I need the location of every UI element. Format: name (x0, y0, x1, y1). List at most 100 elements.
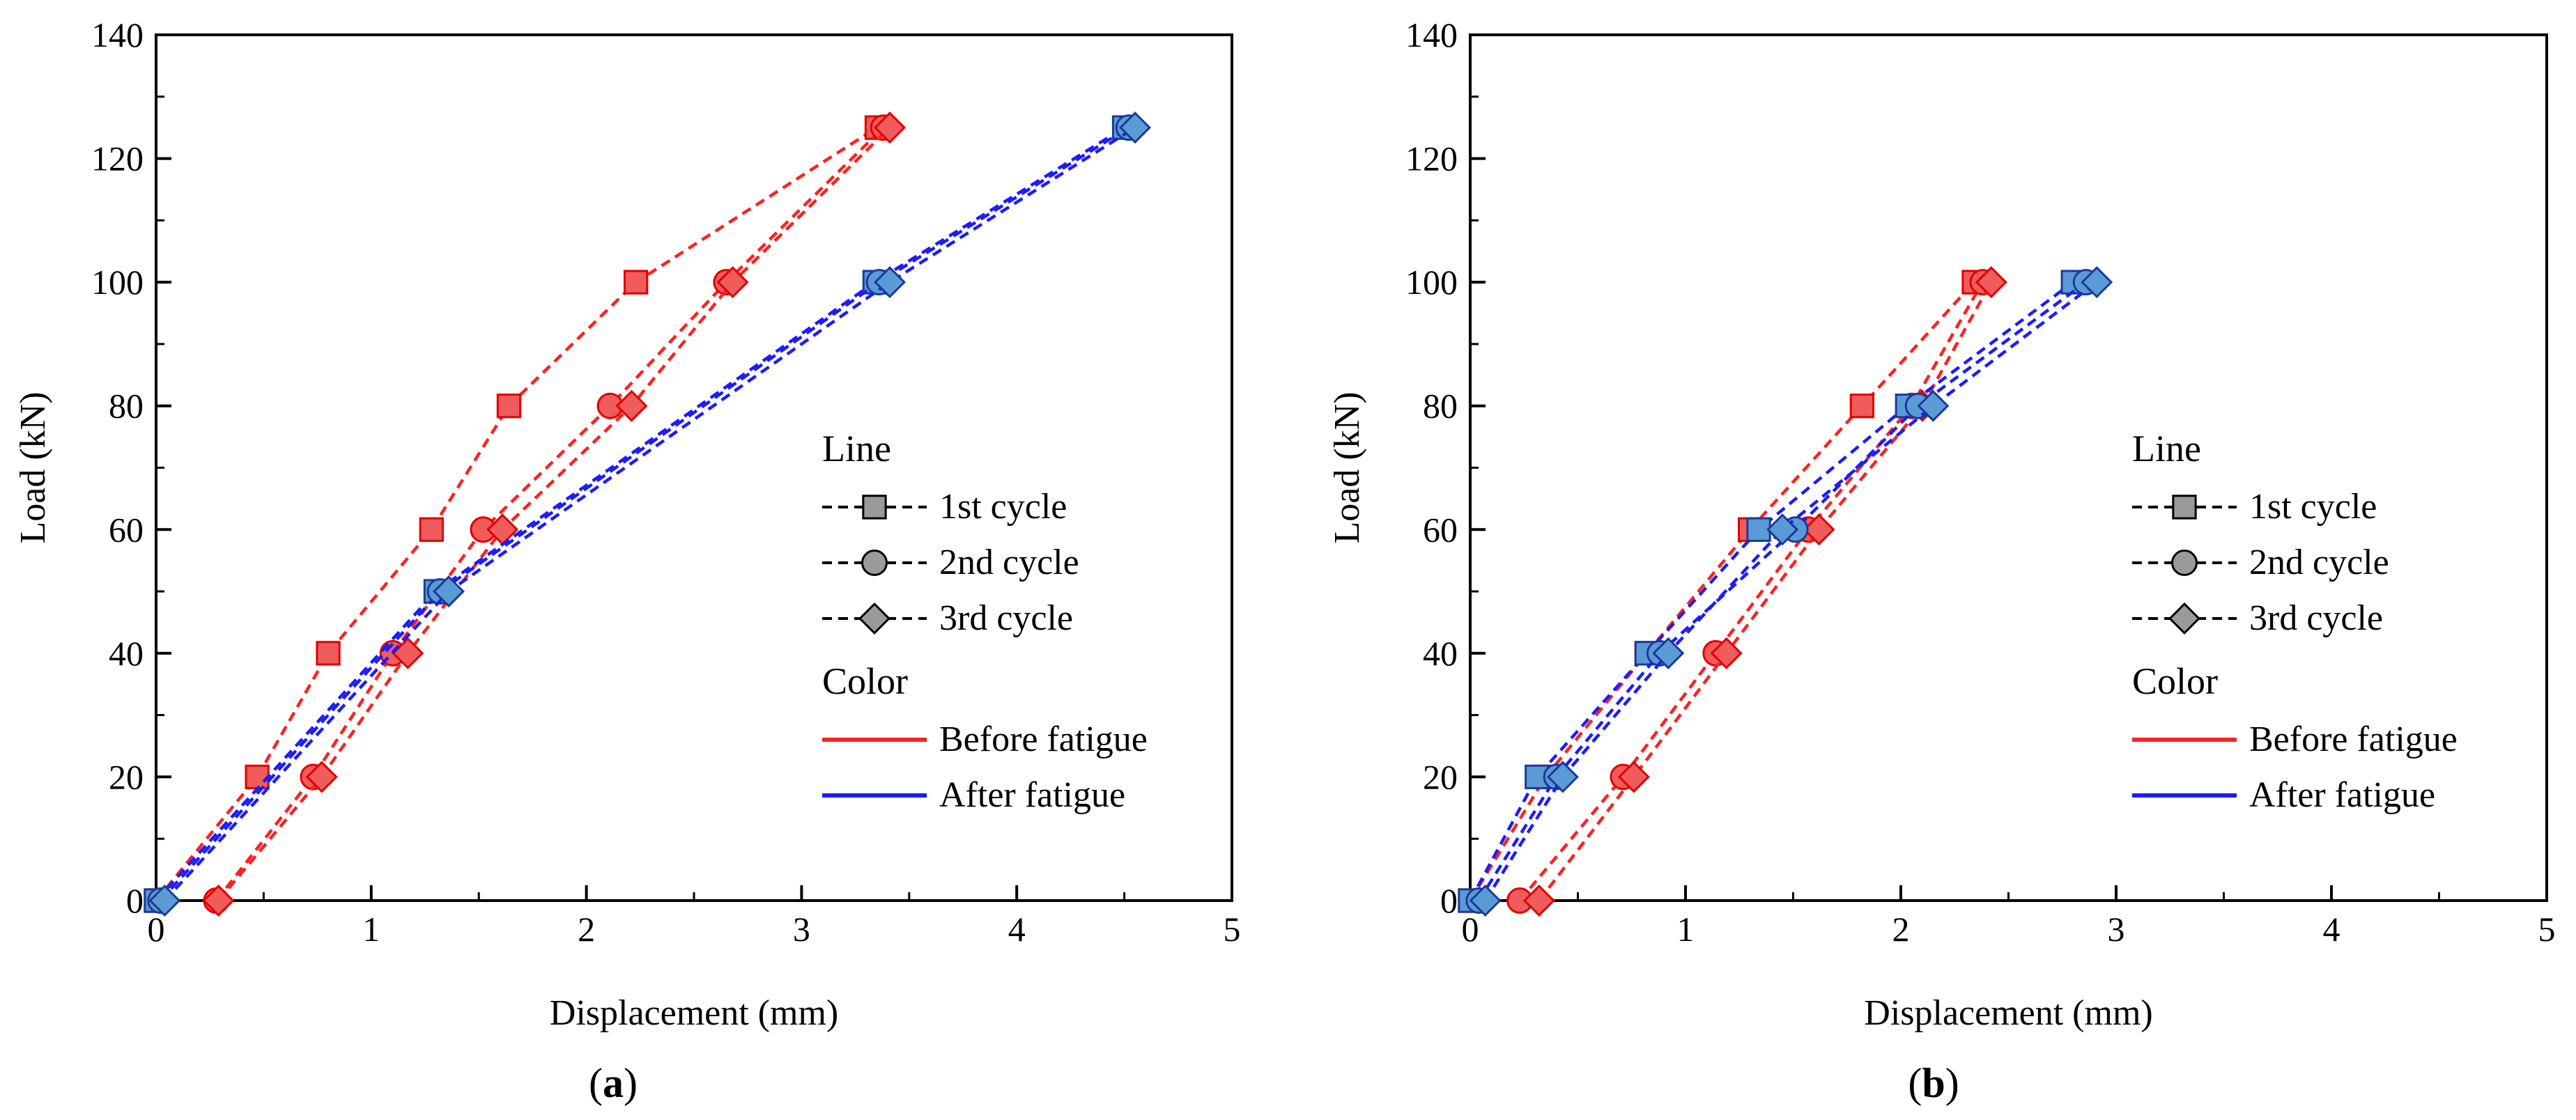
y-tick-label: 140 (91, 15, 144, 54)
x-tick-label: 4 (2323, 910, 2340, 949)
series-line (1518, 281, 1984, 902)
y-tick-label: 80 (1423, 387, 1458, 426)
legend-color-label: After fatigue (2249, 775, 2435, 815)
data-point (1522, 884, 1555, 917)
panel-b: 0 1 2 3 4 5 0 20 40 60 80 100 120 140 Displacement (mm… (1327, 15, 2556, 1106)
y-tick-label: 100 (91, 263, 144, 302)
data-point (1119, 111, 1152, 144)
panel-a: 0 1 2 3 4 5 0 20 40 60 80 100 120 140 Displacement (mm… (13, 15, 1241, 1106)
series-before-circle (1506, 269, 1996, 914)
x-axis-title: Displacement (mm) (550, 993, 838, 1033)
legend-marker (2168, 602, 2201, 635)
y-tick-label: 60 (109, 510, 144, 549)
data-point (716, 266, 749, 299)
data-point (316, 641, 341, 666)
legend-marker (862, 495, 887, 520)
data-point (1617, 761, 1650, 793)
y-axis-title: Load (kN) (1327, 391, 1367, 543)
x-tick-label: 0 (148, 910, 165, 949)
data-point (202, 884, 235, 917)
data-point (305, 761, 338, 793)
legend: Line 1st cycle 2nd cycle 3rd cycle Color Befo… (2132, 428, 2458, 815)
x-tick-label: 2 (1892, 910, 1910, 949)
series-line (159, 126, 1129, 902)
data-point (1469, 884, 1502, 917)
data-point (432, 575, 465, 608)
series-after-circle (1465, 269, 2099, 914)
panel-label: (b) (1908, 1060, 1959, 1106)
data-point (615, 389, 648, 422)
legend-cycle-label: 3rd cycle (2249, 598, 2383, 638)
legend-marker (2171, 550, 2198, 576)
y-axis-title: Load (kN) (13, 391, 53, 543)
x-tick-label: 5 (1224, 910, 1241, 949)
data-point (1766, 513, 1799, 546)
data-point (245, 764, 270, 790)
data-point (873, 111, 907, 144)
series-line (1538, 281, 1993, 902)
legend-line-title: Line (2132, 428, 2201, 469)
data-point (1803, 513, 1835, 546)
y-tick-label: 120 (1405, 139, 1458, 178)
data-point (623, 270, 649, 295)
legend-color-title: Color (822, 660, 908, 702)
legend-cycle-label: 1st cycle (939, 487, 1067, 527)
y-tick-label: 20 (1423, 757, 1458, 796)
y-tick-label: 0 (126, 881, 144, 920)
series-line (155, 126, 1125, 902)
y-tick-label: 80 (109, 387, 144, 426)
legend-color-title: Color (2132, 660, 2218, 702)
data-point (1546, 761, 1579, 793)
y-tick-label: 40 (109, 634, 144, 673)
legend-cycle-label: 2nd cycle (2249, 543, 2389, 582)
legend-marker (2172, 495, 2197, 520)
y-tick-label: 120 (91, 139, 144, 178)
x-tick-label: 4 (1008, 910, 1026, 949)
legend-color-label: After fatigue (939, 775, 1125, 815)
y-tick-label: 0 (1440, 881, 1458, 920)
series-line (163, 126, 1136, 902)
x-tick-label: 5 (2538, 910, 2556, 949)
y-tick-label: 140 (1405, 15, 1458, 54)
data-point (1652, 637, 1685, 669)
legend-cycle-label: 2nd cycle (939, 543, 1079, 582)
series-line (1469, 281, 2074, 902)
x-tick-label: 3 (793, 910, 810, 949)
legend-cycle-label: 3rd cycle (939, 598, 1073, 638)
data-point (148, 884, 181, 917)
y-tick-label: 40 (1423, 634, 1458, 673)
data-point (2081, 266, 2113, 299)
legend-marker (858, 602, 891, 635)
data-point (873, 266, 907, 299)
data-point (1525, 764, 1550, 790)
series-after-diamond (1469, 266, 2113, 917)
series-after-diamond (148, 111, 1152, 917)
data-point (419, 517, 444, 542)
series-line (1469, 281, 1975, 902)
legend-color-label: Before fatigue (2249, 720, 2458, 759)
series-before-diamond (202, 111, 907, 917)
y-tick-label: 20 (109, 757, 144, 796)
x-tick-label: 1 (1677, 910, 1695, 949)
legend-color-label: Before fatigue (939, 720, 1148, 759)
data-point (1975, 266, 2007, 299)
series-line (1477, 281, 2088, 902)
y-tick-label: 100 (1405, 263, 1458, 302)
data-point (1710, 637, 1743, 669)
x-axis-title: Displacement (mm) (1864, 993, 2152, 1033)
panel-label: (a) (589, 1060, 638, 1106)
x-tick-label: 2 (578, 910, 595, 949)
legend: Line 1st cycle 2nd cycle 3rd cycle Color Befo… (822, 428, 1148, 815)
x-tick-label: 3 (2108, 910, 2125, 949)
series-line (1483, 281, 2098, 902)
legend-line-title: Line (822, 428, 891, 469)
legend-cycle-label: 1st cycle (2249, 487, 2377, 527)
data-point (1849, 394, 1875, 419)
y-tick-label: 60 (1423, 510, 1458, 549)
data-point (1917, 389, 1950, 422)
data-point (496, 394, 522, 419)
x-tick-label: 1 (362, 910, 380, 949)
legend-marker (861, 550, 888, 576)
